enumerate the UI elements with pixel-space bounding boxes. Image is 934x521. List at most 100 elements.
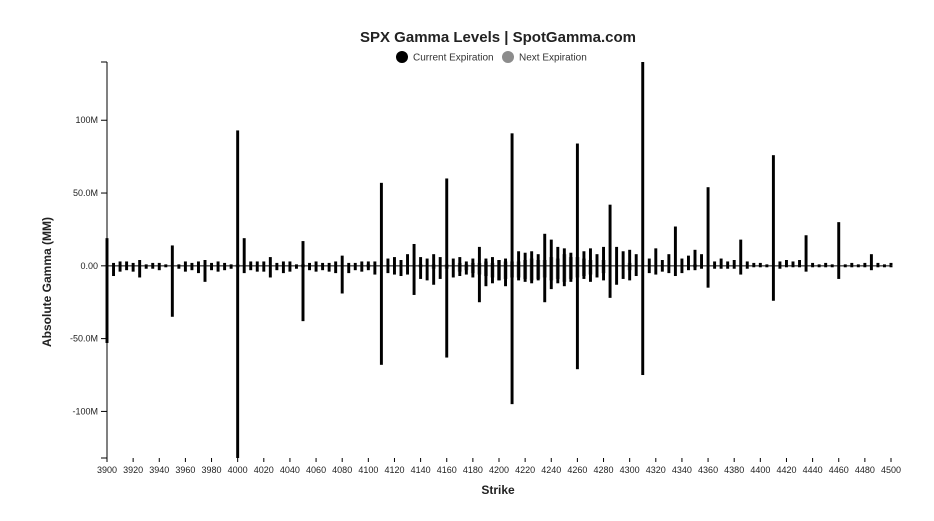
- bar-current-negative: [745, 265, 749, 269]
- bar-current-positive: [882, 264, 886, 266]
- x-tick-label: 3900: [97, 465, 117, 475]
- bar-current-positive: [183, 261, 187, 266]
- x-tick-label: 4320: [646, 465, 666, 475]
- bar-current-positive: [432, 254, 436, 266]
- bar-current-positive: [673, 226, 677, 266]
- bar-current-negative: [510, 265, 514, 405]
- bar-current-negative: [353, 265, 357, 271]
- bar-current-positive: [255, 261, 259, 266]
- x-tick-label: 4020: [254, 465, 274, 475]
- bar-current-negative: [863, 265, 867, 268]
- x-tick-label: 4340: [672, 465, 692, 475]
- legend-swatch-next: [502, 51, 514, 63]
- bar-current-positive: [347, 262, 351, 266]
- bar-current-positive: [876, 262, 880, 266]
- bar-current-positive: [366, 261, 370, 266]
- bar-current-positive: [484, 258, 488, 266]
- bar-current-positive: [641, 62, 645, 266]
- bar-current-positive: [406, 254, 410, 266]
- bar-current-negative: [301, 265, 305, 322]
- bar-current-positive: [294, 264, 298, 266]
- bar-current-negative: [379, 265, 383, 365]
- bar-current-negative: [445, 265, 449, 358]
- bar-current-positive: [340, 255, 344, 266]
- bar-current-negative: [321, 265, 325, 271]
- bar-current-positive: [784, 260, 788, 266]
- x-tick-label: 3960: [175, 465, 195, 475]
- bar-current-negative: [791, 265, 795, 268]
- bar-current-positive: [582, 251, 586, 266]
- x-axis: 3900 3920 3940 3960 3980 4000 4020 4040 4060 4080…: [97, 458, 901, 475]
- bar-current-negative: [667, 265, 671, 274]
- x-tick-label: 4240: [541, 465, 561, 475]
- bar-current-positive: [288, 261, 292, 266]
- bar-current-negative: [686, 265, 690, 271]
- bar-current-negative: [203, 265, 207, 282]
- y-tick-label: -100M: [72, 406, 98, 416]
- bar-current-negative: [556, 265, 560, 284]
- bar-current-positive: [412, 243, 416, 266]
- bar-current-positive: [791, 261, 795, 266]
- bar-current-positive: [811, 262, 815, 266]
- bar-current-positive: [778, 261, 782, 266]
- bar-current-negative: [268, 265, 272, 278]
- bar-current-positive: [170, 245, 174, 266]
- bar-current-negative: [752, 265, 756, 268]
- bar-current-positive: [595, 254, 599, 266]
- bar-current-negative: [700, 265, 704, 269]
- bar-current-positive: [458, 257, 462, 266]
- bar-current-negative: [262, 265, 266, 272]
- bar-current-negative: [595, 265, 599, 278]
- bar-current-negative: [157, 265, 161, 271]
- bar-current-positive: [490, 257, 494, 266]
- x-tick-label: 4160: [437, 465, 457, 475]
- x-tick-label: 3940: [149, 465, 169, 475]
- x-tick-label: 4500: [881, 465, 901, 475]
- x-tick-label: 4120: [384, 465, 404, 475]
- bar-current-positive: [151, 262, 155, 266]
- bar-current-negative: [726, 265, 730, 269]
- bar-current-negative: [536, 265, 540, 281]
- bar-current-negative: [223, 265, 227, 271]
- bar-current-positive: [281, 261, 285, 266]
- bar-current-negative: [216, 265, 220, 272]
- bar-current-negative: [183, 265, 187, 272]
- bar-current-negative: [628, 265, 632, 281]
- bar-current-negative: [249, 265, 253, 271]
- bar-current-positive: [543, 233, 547, 266]
- bar-current-negative: [366, 265, 370, 271]
- bar-current-negative: [889, 265, 893, 268]
- bar-current-negative: [275, 265, 279, 271]
- bar-current-negative: [758, 265, 762, 268]
- bar-current-negative: [706, 265, 710, 288]
- bar-current-negative: [588, 265, 592, 282]
- bar-current-positive: [549, 239, 553, 266]
- bar-current-positive: [798, 260, 802, 266]
- x-tick-label: 4440: [803, 465, 823, 475]
- bar-current-negative: [419, 265, 423, 279]
- y-axis-label: Absolute Gamma (MM): [40, 217, 54, 347]
- chart-title: SPX Gamma Levels | SpotGamma.com: [360, 29, 636, 46]
- bar-current-negative: [602, 265, 606, 281]
- bar-current-positive: [118, 261, 122, 266]
- y-tick-label: 50.0M: [73, 188, 98, 198]
- bar-current-negative: [177, 265, 181, 269]
- bar-current-negative: [719, 265, 723, 269]
- bar-current-negative: [824, 265, 828, 268]
- bar-current-negative: [876, 265, 880, 268]
- bar-current-negative: [634, 265, 638, 277]
- bar-current-positive: [739, 239, 743, 266]
- bar-current-negative: [464, 265, 468, 275]
- bar-current-negative: [412, 265, 416, 295]
- bar-current-positive: [556, 246, 560, 266]
- bar-current-positive: [334, 261, 338, 266]
- bar-current-negative: [778, 265, 782, 269]
- x-tick-label: 4360: [698, 465, 718, 475]
- bar-current-negative: [281, 265, 285, 274]
- x-tick-label: 4220: [515, 465, 535, 475]
- x-tick-label: 4140: [411, 465, 431, 475]
- bar-current-negative: [288, 265, 292, 272]
- bar-current-positive: [850, 262, 854, 266]
- legend[interactable]: Current Expiration Next Expiration: [396, 51, 587, 64]
- bar-current-positive: [771, 155, 775, 266]
